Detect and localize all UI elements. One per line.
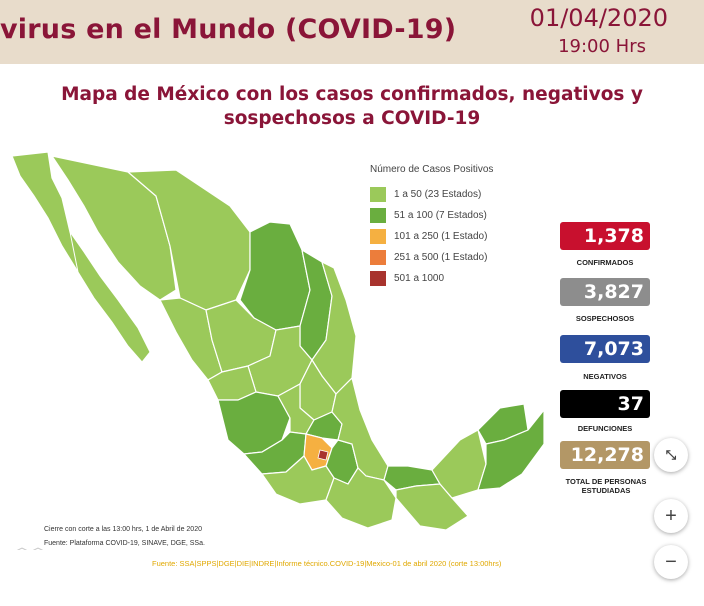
legend-swatch [370,250,386,265]
header-bar: virus en el Mundo (COVID-19) 01/04/2020 … [0,0,704,64]
map-legend: Número de Casos Positivos 1 a 50 (23 Est… [370,164,493,289]
total-studied-count: 12,278 [560,441,650,469]
jalisco-state[interactable] [217,391,291,455]
map-title-line1: Mapa de México con los casos confirmados… [61,84,643,105]
legend-swatch [370,187,386,202]
legend-label: 251 a 500 (1 Estado) [394,252,488,263]
legend-label: 1 a 50 (23 Estados) [394,189,482,200]
legend-item: 101 a 250 (1 Estado) [370,226,493,247]
negative-count: 7,073 [560,335,650,363]
ciudad-de-mexico-state[interactable] [317,449,329,461]
source-line: Fuente: SSA|SPPS|DGE|DIE|INDRE|Informe t… [152,559,502,568]
zoom-out-button[interactable]: − [654,545,688,579]
page-title: virus en el Mundo (COVID-19) [0,14,457,45]
total-studied-label: TOTAL DE PERSONAS ESTUDIADAS [565,477,647,495]
guerrero-state[interactable] [260,455,335,505]
collapse-icon: ⤡ [665,447,677,462]
legend-swatch [370,208,386,223]
chiapas-state[interactable] [395,483,469,531]
map-title-line2: sospechosos a COVID-19 [223,108,481,129]
confirmed-label: CONFIRMADOS [576,258,634,267]
zoom-in-button[interactable]: + [654,499,688,533]
report-time: 19:00 Hrs [558,36,646,57]
legend-label: 501 a 1000 [394,273,445,284]
quintana-roo-state[interactable] [477,408,545,491]
suspected-label: SOSPECHOSOS [575,314,635,323]
baja-california-sur-state[interactable] [69,231,151,363]
legend-item: 501 a 1000 [370,268,493,289]
legend-label: 101 a 250 (1 Estado) [394,231,488,242]
logo-mark-icon [16,547,44,550]
chihuahua-state[interactable] [126,169,251,311]
legend-swatch [370,229,386,244]
legend-title: Número de Casos Positivos [370,164,494,175]
collapse-button[interactable]: ⤡ [654,438,688,472]
report-date: 01/04/2020 [529,4,668,32]
suspected-count: 3,827 [560,278,650,306]
legend-item: 51 a 100 (7 Estados) [370,205,493,226]
legend-label: 51 a 100 (7 Estados) [394,210,487,221]
deaths-count: 37 [560,390,650,418]
legend-item: 251 a 500 (1 Estado) [370,247,493,268]
cutoff-note: Cierre con corte a las 13:00 hrs, 1 de A… [44,526,202,533]
platform-note: Fuente: Plataforma COVID-19, SINAVE, DGE… [44,540,205,547]
negative-label: NEGATIVOS [583,372,627,381]
deaths-label: DEFUNCIONES [577,424,633,433]
legend-item: 1 a 50 (23 Estados) [370,184,493,205]
confirmed-count: 1,378 [560,222,650,250]
mexico-map[interactable] [0,140,560,550]
legend-swatch [370,271,386,286]
